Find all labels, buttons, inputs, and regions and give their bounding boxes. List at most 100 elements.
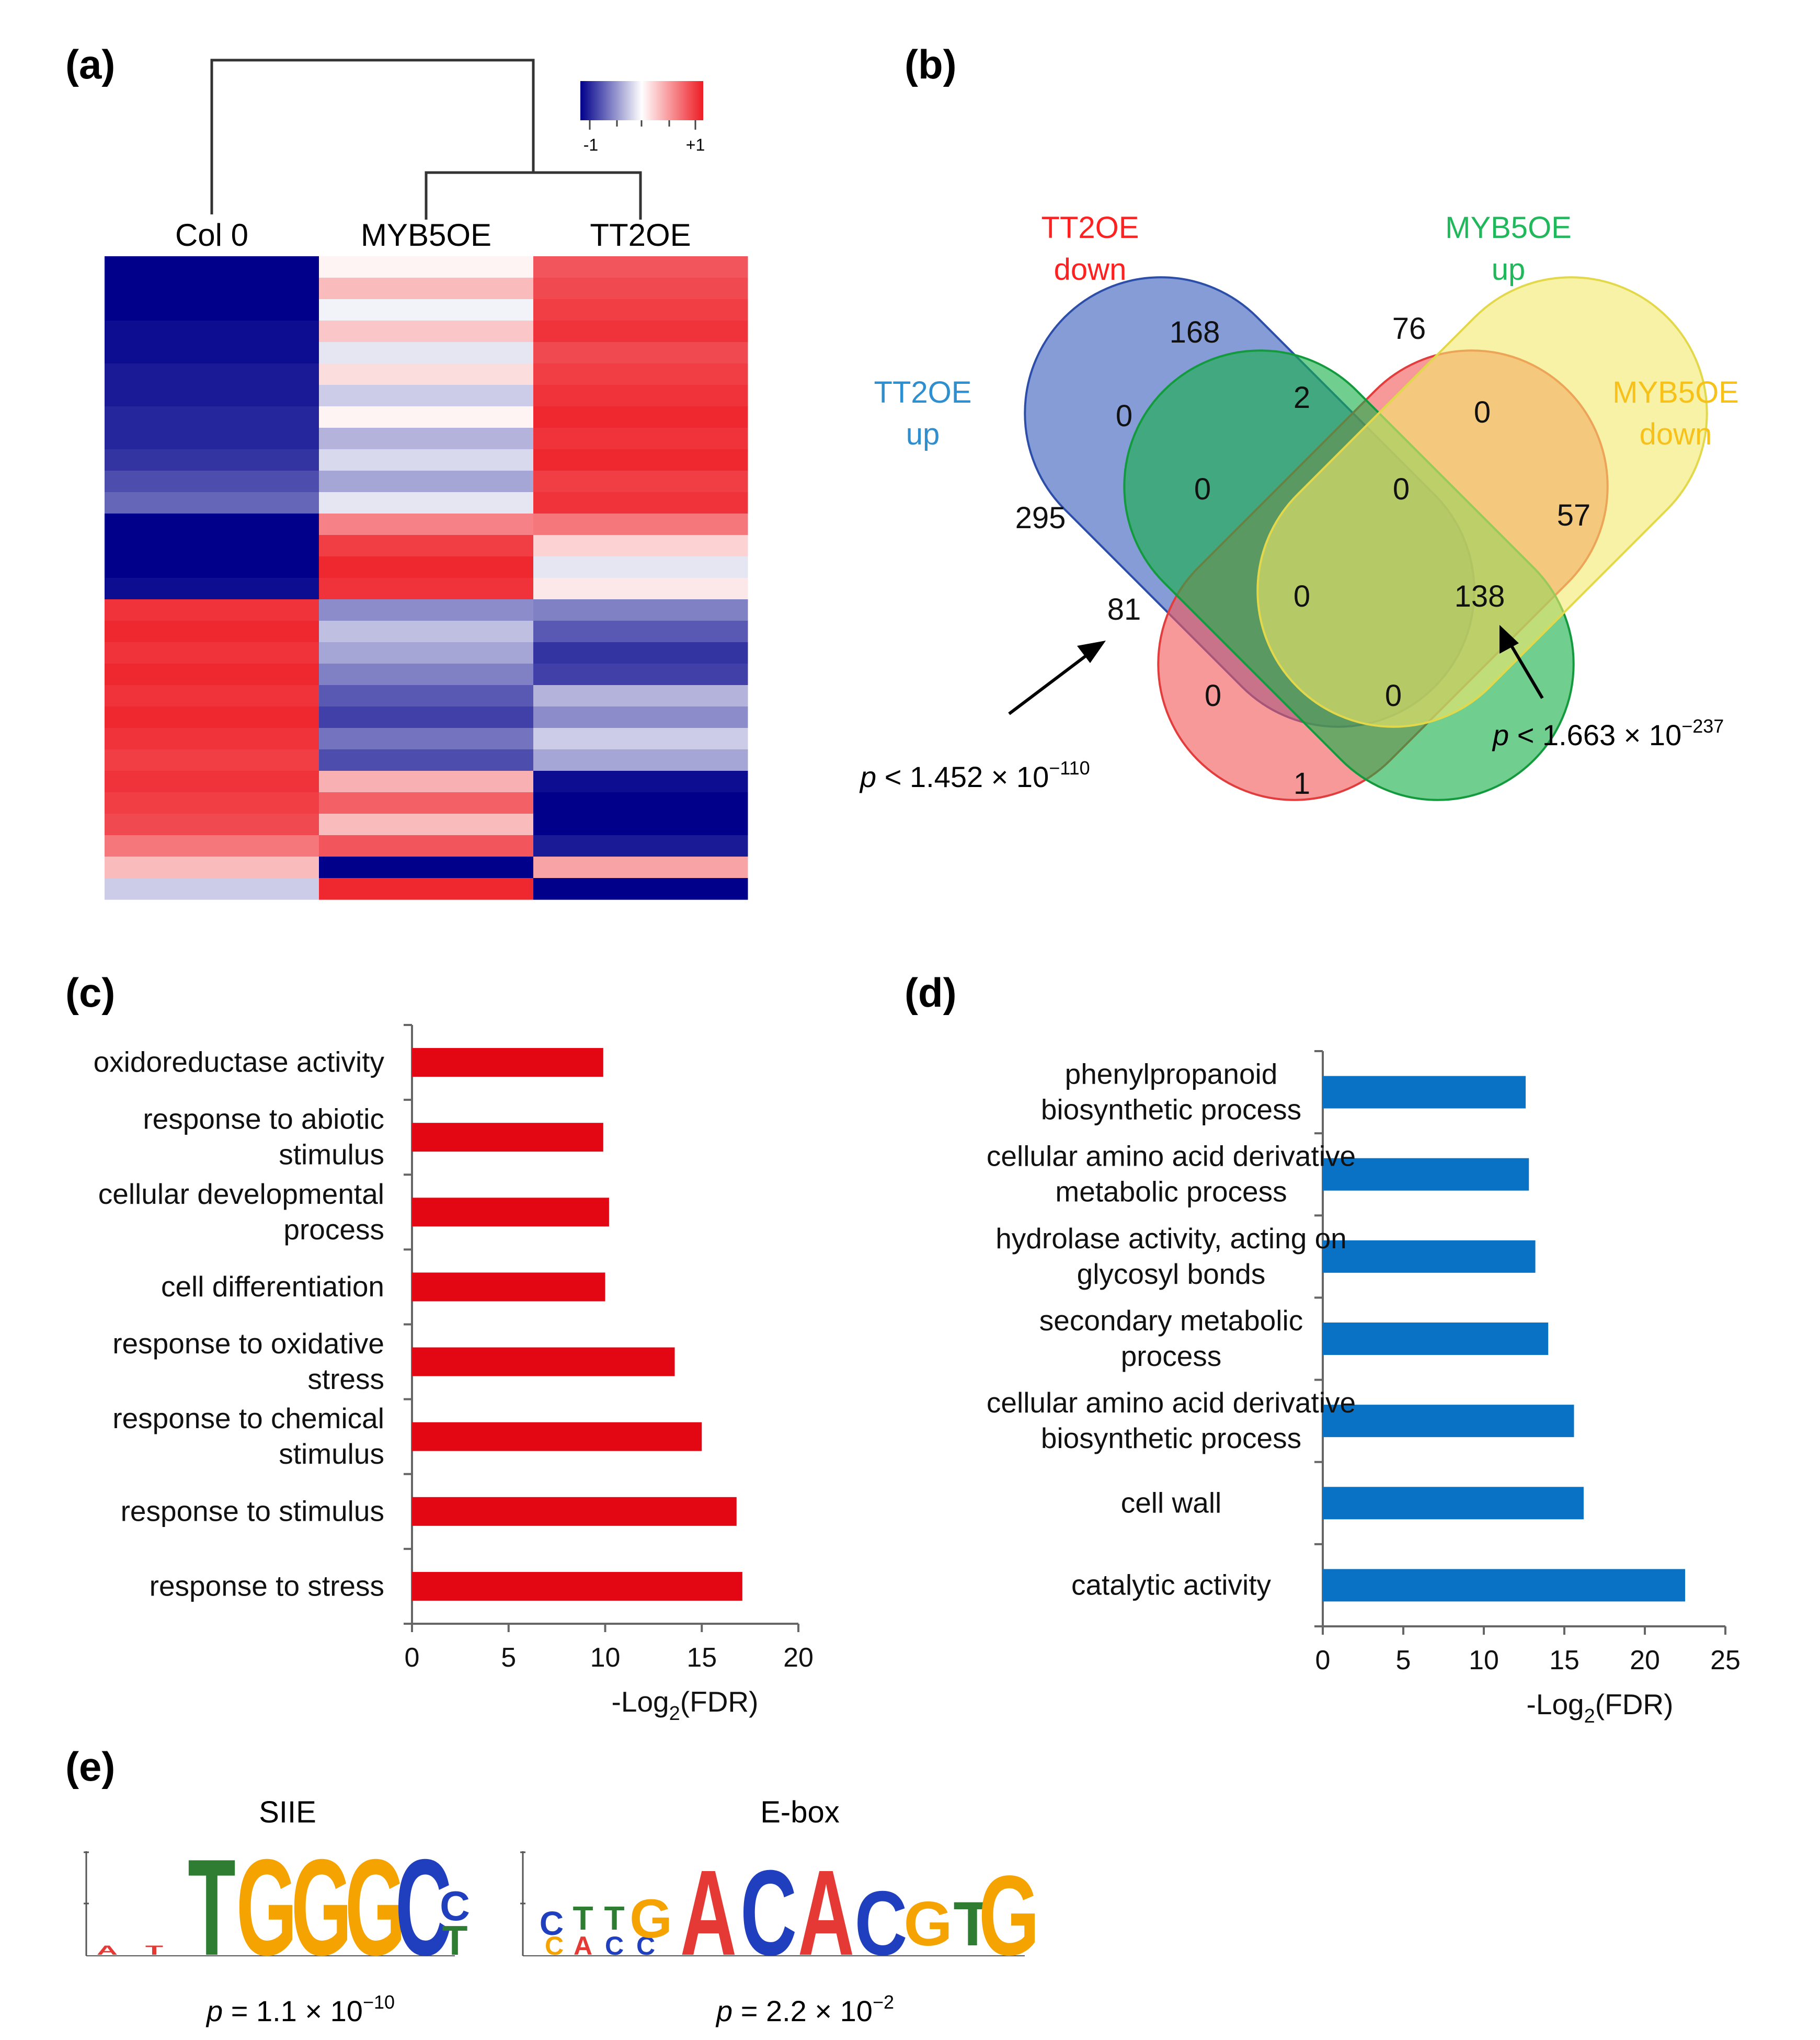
category-label: process xyxy=(1121,1340,1222,1372)
motif-letter: G xyxy=(345,1831,406,1984)
heatmap-cell xyxy=(533,321,748,343)
heatmap-cell xyxy=(319,256,534,278)
heatmap-cell xyxy=(533,878,748,900)
category-label: biosynthetic process xyxy=(1041,1093,1301,1126)
venn-count-myb5down-only: 57 xyxy=(1557,498,1591,532)
heatmap-cell xyxy=(105,492,319,514)
heatmap-cell xyxy=(105,363,319,385)
motif-letter-small: T xyxy=(145,1943,164,1958)
category-label: response to stimulus xyxy=(121,1495,384,1527)
heatmap-col-label-myb5oe: MYB5OE xyxy=(361,218,491,253)
venn-label-myb5oe-up-1: MYB5OE xyxy=(1445,211,1572,245)
heatmap-cell xyxy=(319,535,534,557)
motif-letter: T xyxy=(953,1889,991,1959)
motif-pvalue-ebox: p = 2.2 × 10−2 xyxy=(715,1991,894,2027)
heatmap-cell xyxy=(533,256,748,278)
motif-letter-small: C xyxy=(636,1931,655,1961)
venn-count-tt2up-only: 295 xyxy=(1015,501,1066,535)
legend-min-label: -1 xyxy=(583,135,598,154)
venn-count-tt2down-only: 168 xyxy=(1170,315,1220,349)
heatmap-cell xyxy=(105,814,319,836)
bar xyxy=(1323,1158,1529,1191)
heatmap-cell xyxy=(105,621,319,643)
heatmap-cell xyxy=(319,728,534,750)
heatmap-cell xyxy=(533,621,748,643)
heatmap-cell xyxy=(105,835,319,857)
motif-title-ebox: E-box xyxy=(760,1795,840,1829)
category-label: catalytic activity xyxy=(1071,1568,1272,1601)
heatmap-cell xyxy=(533,685,748,707)
heatmap-cell xyxy=(319,814,534,836)
category-label: stimulus xyxy=(279,1438,384,1470)
heatmap-cell xyxy=(105,535,319,557)
venn-count-tt2up-myb5down: 1 xyxy=(1294,767,1310,801)
bar xyxy=(412,1198,609,1227)
heatmap-cell xyxy=(319,749,534,771)
heatmap-cell xyxy=(319,514,534,535)
heatmap-cell xyxy=(533,814,748,836)
heatmap-cell xyxy=(319,685,534,707)
category-label: stimulus xyxy=(279,1138,384,1171)
motif-logo-ebox: C T T C A C C G A C A C G T G xyxy=(520,1845,1039,1981)
heatmap-cell xyxy=(105,599,319,621)
venn-count-tt2up-tt2down-myb5down: 0 xyxy=(1385,679,1402,713)
go-bar-chart-c: 0 5 10 15 20 oxidoreductase activity response … xyxy=(94,1024,814,1725)
motif-letter-small: C xyxy=(540,1905,564,1942)
motif-letter: G xyxy=(979,1852,1040,1979)
category-label: metabolic process xyxy=(1055,1176,1287,1208)
heatmap-cell xyxy=(105,685,319,707)
heatmap-cell xyxy=(533,385,748,407)
category-label: secondary metabolic xyxy=(1039,1304,1303,1337)
heatmap-cell xyxy=(319,878,534,900)
heatmap-cell xyxy=(533,599,748,621)
heatmap-cell xyxy=(319,664,534,686)
motif-letter: C xyxy=(395,1831,452,1984)
venn-label-myb5oe-up-2: up xyxy=(1492,253,1526,287)
category-label: response to stress xyxy=(150,1569,384,1602)
category-label: biosynthetic process xyxy=(1041,1422,1301,1454)
heatmap-cell xyxy=(533,471,748,493)
category-label: cellular developmental xyxy=(98,1178,384,1210)
category-label: glycosyl bonds xyxy=(1077,1258,1266,1290)
heatmap-cell xyxy=(319,706,534,728)
panel-label-d: (d) xyxy=(905,970,957,1016)
venn-label-myb5oe-down-1: MYB5OE xyxy=(1612,375,1739,409)
heatmap-cell xyxy=(105,278,319,300)
category-label: stress xyxy=(307,1363,384,1395)
heatmap-cell xyxy=(533,664,748,686)
panel-label-a: (a) xyxy=(65,41,115,87)
venn-counts: 295 168 76 57 0 2 0 0 0 81 138 0 0 0 1 xyxy=(1015,312,1591,801)
heatmap-cell xyxy=(105,578,319,600)
motif-letter-small: A xyxy=(97,1943,118,1958)
heatmap-cell xyxy=(319,492,534,514)
heatmap-cell xyxy=(105,642,319,664)
heatmap-col-label-col0: Col 0 xyxy=(175,218,248,253)
heatmap-cell xyxy=(533,278,748,300)
x-tick-label: 10 xyxy=(590,1643,621,1673)
motif-letter-small: C xyxy=(605,1931,624,1961)
category-label: response to abiotic xyxy=(143,1103,384,1135)
heatmap-cell xyxy=(319,599,534,621)
heatmap-cell xyxy=(533,342,748,364)
panel-label-e: (e) xyxy=(65,1743,115,1790)
venn-arrows xyxy=(1008,625,1544,715)
heatmap-cell xyxy=(319,321,534,343)
heatmap-cell xyxy=(105,878,319,900)
color-legend-bar xyxy=(580,81,703,120)
x-tick-label: 10 xyxy=(1469,1645,1499,1676)
heatmap-cell xyxy=(533,749,748,771)
heatmap-cell xyxy=(105,428,319,450)
heatmap-cell xyxy=(533,792,748,814)
heatmap-cell xyxy=(533,728,748,750)
heatmap-cell xyxy=(105,342,319,364)
x-tick-label: 15 xyxy=(1549,1645,1579,1676)
motif-letter: A xyxy=(798,1845,854,1981)
venn-panel: TT2OE up TT2OE down MYB5OE up MYB5OE dow… xyxy=(859,211,1739,801)
motif-letter: G xyxy=(629,1888,672,1950)
motif-title-siie: SIIE xyxy=(259,1795,316,1829)
heatmap-cell xyxy=(319,835,534,857)
venn-count-tt2down-myb5up: 2 xyxy=(1294,381,1310,415)
motif-letter: A xyxy=(680,1845,737,1981)
bar xyxy=(1323,1405,1574,1438)
